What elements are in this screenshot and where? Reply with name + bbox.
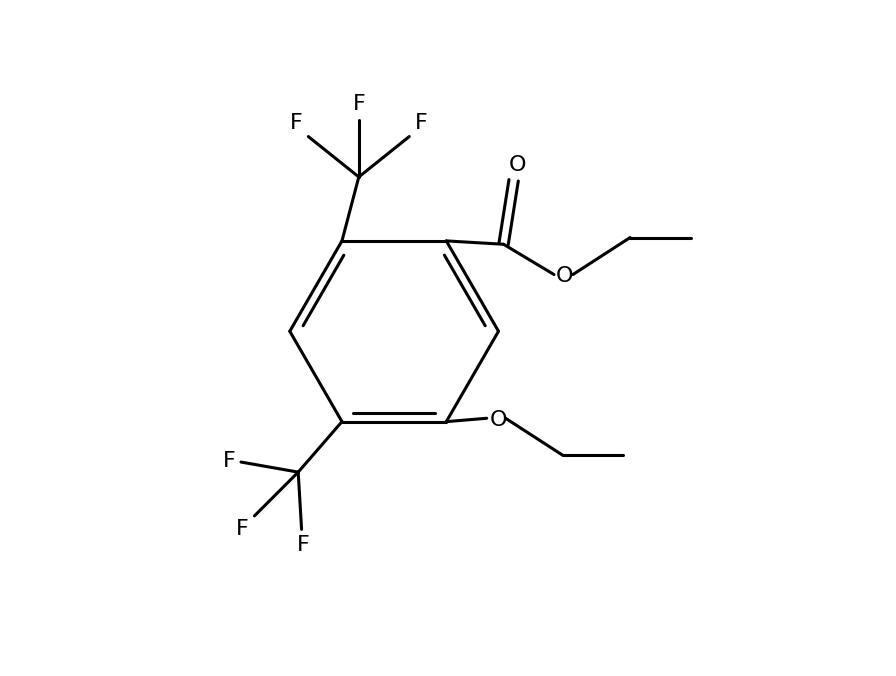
Text: F: F xyxy=(290,113,303,133)
Text: O: O xyxy=(556,266,573,286)
Text: F: F xyxy=(223,451,236,470)
Text: F: F xyxy=(237,518,249,539)
Text: F: F xyxy=(352,95,366,114)
Text: F: F xyxy=(415,113,427,133)
Text: F: F xyxy=(297,535,309,555)
Text: O: O xyxy=(508,155,526,175)
Text: O: O xyxy=(489,410,507,430)
